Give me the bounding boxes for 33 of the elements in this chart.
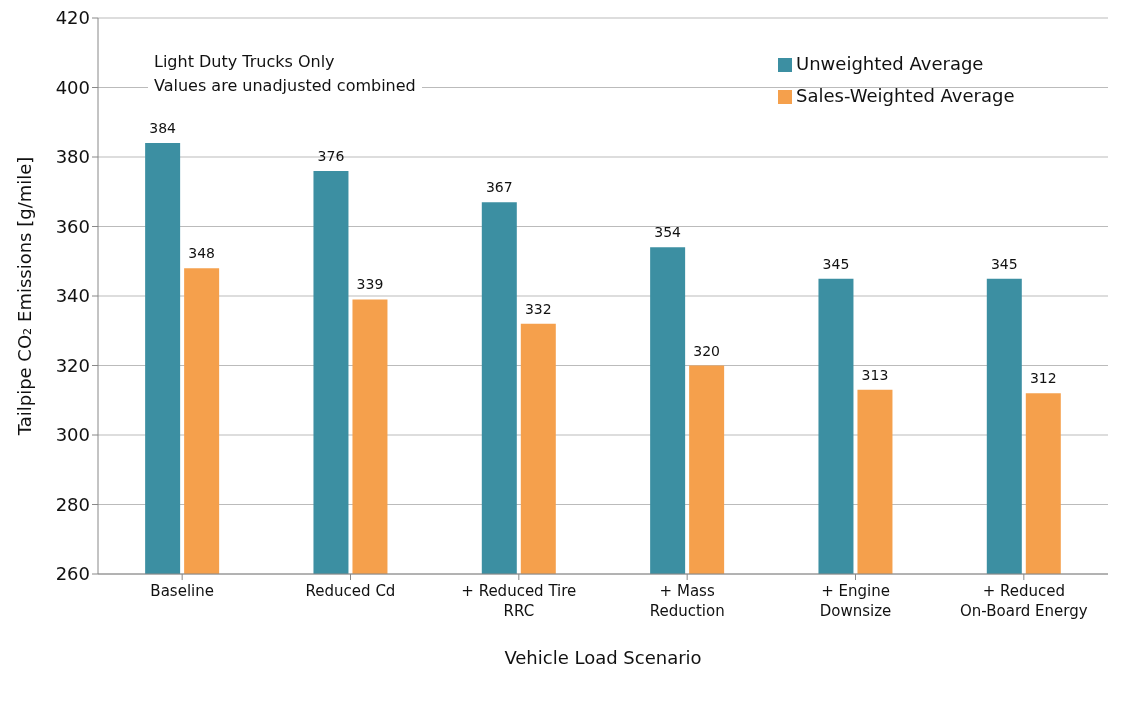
data-label: 332 — [524, 300, 552, 317]
x-axis-title: Vehicle Load Scenario — [504, 647, 702, 668]
y-tick-label: 340 — [55, 285, 90, 307]
y-tick-label: 260 — [55, 563, 90, 585]
x-tick-label: + Engine Downsize — [819, 582, 892, 620]
data-label: 345 — [822, 255, 850, 272]
data-label: 345 — [990, 255, 1018, 272]
y-tick-label: 400 — [55, 76, 90, 98]
annotation: Values are unadjusted combined — [154, 75, 416, 97]
data-label: 348 — [188, 245, 215, 262]
x-tick-label: Baseline — [150, 582, 214, 600]
data-label: 313 — [861, 366, 889, 383]
data-label: 354 — [654, 224, 682, 241]
x-tick-label: + Reduced On-Board Energy — [960, 582, 1088, 620]
y-tick-label: 420 — [55, 7, 90, 29]
y-tick-label: 380 — [55, 146, 90, 168]
x-tick-label: Reduced Cd — [305, 582, 396, 600]
y-tick-label: 360 — [55, 215, 90, 237]
data-label: 367 — [485, 179, 513, 196]
data-label: 320 — [693, 342, 720, 359]
y-axis-title: Tailpipe CO₂ Emissions [g/mile] — [14, 156, 36, 437]
legend-label: Sales-Weighted Average — [796, 85, 1015, 106]
annotation: Light Duty Trucks Only — [154, 51, 336, 73]
y-tick-label: 320 — [55, 354, 90, 376]
data-label: 384 — [149, 120, 177, 137]
data-label: 339 — [356, 276, 384, 293]
data-label: 376 — [317, 147, 345, 164]
y-tick-label: 280 — [55, 493, 90, 515]
data-label: 312 — [1029, 370, 1057, 387]
y-tick-label: 300 — [55, 424, 90, 446]
x-tick-label: + Reduced Tire RRC — [461, 582, 577, 620]
x-tick-label: + Mass Reduction — [649, 582, 725, 620]
legend-label: Unweighted Average — [796, 53, 984, 74]
